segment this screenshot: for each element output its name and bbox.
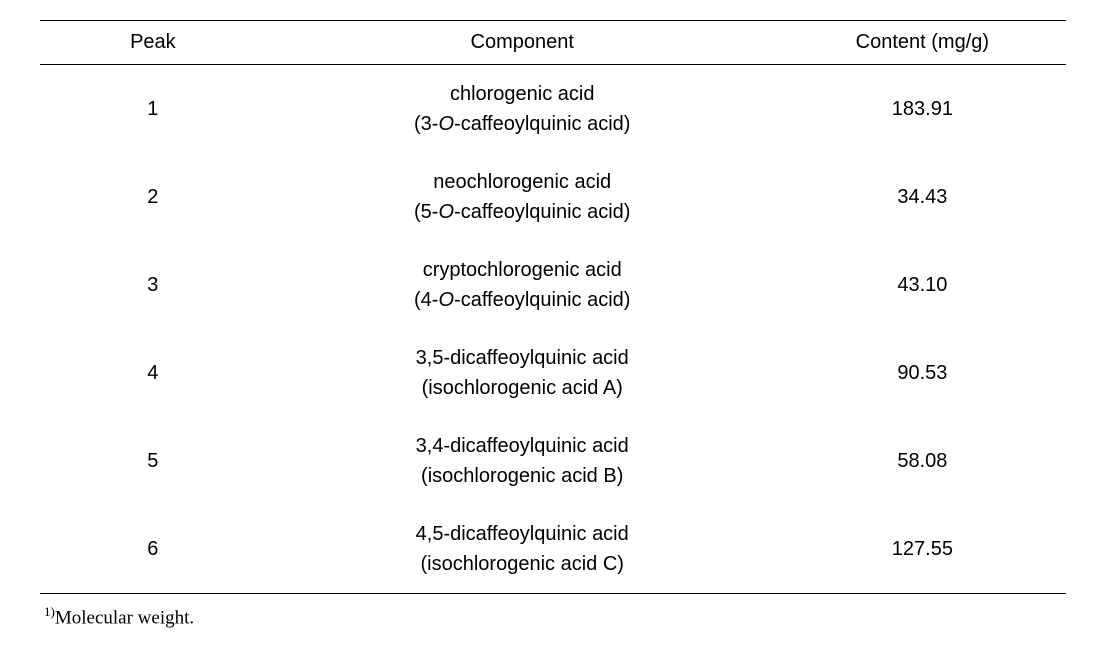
component-sub: (3-O-caffeoylquinic acid) [274, 109, 771, 139]
table-row: 5 3,4-dicaffeoylquinic acid (isochloroge… [40, 417, 1066, 505]
cell-content: 58.08 [779, 417, 1066, 505]
component-sub: (isochlorogenic acid C) [274, 549, 771, 579]
table-row: 4 3,5-dicaffeoylquinic acid (isochloroge… [40, 329, 1066, 417]
component-main: 3,5-dicaffeoylquinic acid [274, 343, 771, 373]
component-main: neochlorogenic acid [274, 167, 771, 197]
component-main: cryptochlorogenic acid [274, 255, 771, 285]
cell-component: neochlorogenic acid (5-O-caffeoylquinic … [266, 153, 779, 241]
footnote-sup: 1) [44, 604, 55, 619]
cell-component: 3,4-dicaffeoylquinic acid (isochlorogeni… [266, 417, 779, 505]
cell-component: 3,5-dicaffeoylquinic acid (isochlorogeni… [266, 329, 779, 417]
cell-peak: 3 [40, 241, 266, 329]
table-header-row: Peak Component Content (mg/g) [40, 21, 1066, 65]
cell-component: cryptochlorogenic acid (4-O-caffeoylquin… [266, 241, 779, 329]
footnote: 1)Molecular weight. [40, 604, 1066, 629]
cell-content: 90.53 [779, 329, 1066, 417]
footnote-text: Molecular weight. [55, 607, 194, 628]
component-sub: (5-O-caffeoylquinic acid) [274, 197, 771, 227]
cell-component: chlorogenic acid (3-O-caffeoylquinic aci… [266, 65, 779, 154]
cell-content: 127.55 [779, 505, 1066, 594]
cell-peak: 2 [40, 153, 266, 241]
cell-peak: 4 [40, 329, 266, 417]
cell-peak: 6 [40, 505, 266, 594]
cell-content: 43.10 [779, 241, 1066, 329]
col-header-peak: Peak [40, 21, 266, 65]
component-main: chlorogenic acid [274, 79, 771, 109]
compound-table: Peak Component Content (mg/g) 1 chloroge… [40, 20, 1066, 594]
cell-component: 4,5-dicaffeoylquinic acid (isochlorogeni… [266, 505, 779, 594]
col-header-component: Component [266, 21, 779, 65]
component-sub: (4-O-caffeoylquinic acid) [274, 285, 771, 315]
cell-content: 183.91 [779, 65, 1066, 154]
table-row: 2 neochlorogenic acid (5-O-caffeoylquini… [40, 153, 1066, 241]
cell-content: 34.43 [779, 153, 1066, 241]
col-header-content: Content (mg/g) [779, 21, 1066, 65]
component-main: 4,5-dicaffeoylquinic acid [274, 519, 771, 549]
component-sub: (isochlorogenic acid A) [274, 373, 771, 403]
table-row: 1 chlorogenic acid (3-O-caffeoylquinic a… [40, 65, 1066, 154]
component-main: 3,4-dicaffeoylquinic acid [274, 431, 771, 461]
component-sub: (isochlorogenic acid B) [274, 461, 771, 491]
table-row: 3 cryptochlorogenic acid (4-O-caffeoylqu… [40, 241, 1066, 329]
table-row: 6 4,5-dicaffeoylquinic acid (isochloroge… [40, 505, 1066, 594]
cell-peak: 5 [40, 417, 266, 505]
cell-peak: 1 [40, 65, 266, 154]
